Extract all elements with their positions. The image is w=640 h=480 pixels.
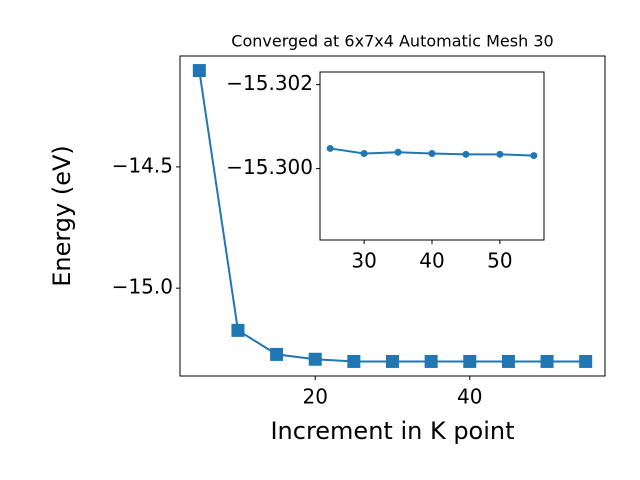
chart-title: Converged at 6x7x4 Automatic Mesh 30 <box>231 32 553 51</box>
marker <box>326 144 334 152</box>
y-tick-label: −14.5 <box>112 153 173 177</box>
x-tick-label: 40 <box>419 249 444 273</box>
marker <box>540 354 554 368</box>
marker <box>428 149 436 157</box>
marker <box>496 150 504 158</box>
marker <box>463 354 477 368</box>
marker <box>501 354 515 368</box>
marker <box>462 150 470 158</box>
y-axis-label: Energy (eV) <box>48 145 76 287</box>
marker <box>192 64 206 78</box>
y-tick-label: −15.302 <box>226 71 313 95</box>
x-tick-label: 50 <box>487 249 512 273</box>
marker <box>530 152 538 160</box>
y-tick-label: −15.300 <box>226 155 313 179</box>
marker <box>360 149 368 157</box>
x-tick-label: 40 <box>457 385 482 409</box>
marker <box>308 352 322 366</box>
marker <box>386 354 399 368</box>
marker <box>270 347 284 361</box>
x-tick-label: 20 <box>303 385 328 409</box>
marker <box>424 354 438 368</box>
x-axis-label: Increment in K point <box>270 417 514 445</box>
marker <box>579 354 593 368</box>
marker <box>347 354 361 368</box>
marker <box>394 148 402 156</box>
y-tick-label: −15.0 <box>112 275 173 299</box>
marker <box>231 323 245 337</box>
x-tick-label: 30 <box>351 249 376 273</box>
